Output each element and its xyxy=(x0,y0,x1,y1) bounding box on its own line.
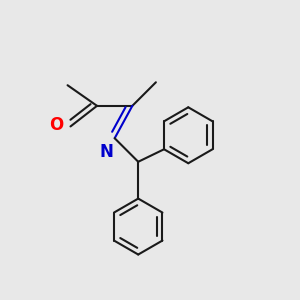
Text: N: N xyxy=(99,142,113,160)
Text: O: O xyxy=(49,116,63,134)
